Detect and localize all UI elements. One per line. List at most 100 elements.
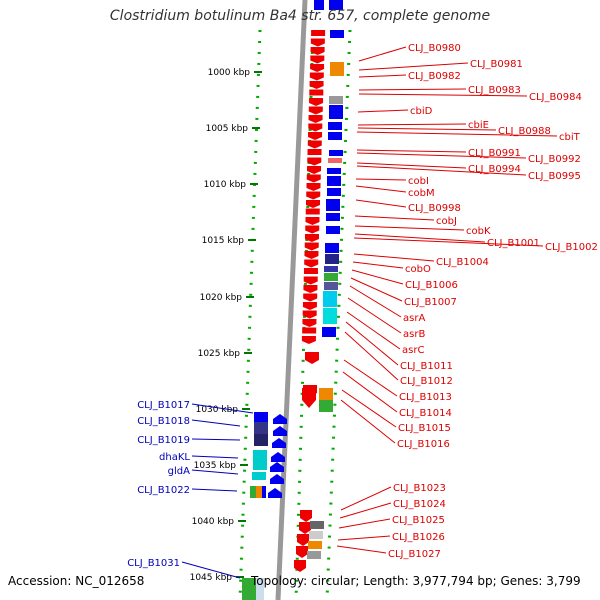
gene-label-clj_b0988: CLJ_B0988 xyxy=(498,126,551,137)
gene-feature-block xyxy=(308,541,322,549)
gene-label-cbit: cbiT xyxy=(559,132,581,143)
leader-line xyxy=(340,399,396,444)
leader-line xyxy=(181,561,241,579)
ruler-tick-label: 1000 kbp xyxy=(208,68,251,78)
gene-feature-block xyxy=(329,96,343,104)
leader-line xyxy=(356,162,467,169)
gene-label-cobi: cobI xyxy=(408,176,429,187)
gene-label-glda: gldA xyxy=(168,466,190,477)
reverse-gene-glyph xyxy=(307,140,322,149)
leader-line xyxy=(346,311,401,350)
gene-label-clj_b1022: CLJ_B1022 xyxy=(137,485,190,496)
gene-feature-block xyxy=(250,486,256,498)
gene-feature-block xyxy=(325,243,339,253)
reverse-gene-glyph xyxy=(294,560,306,572)
gene-feature-block xyxy=(254,412,268,422)
ruler: 1000 kbp 1005 kbp 1010 kbp 1015 kbp 1020 kbp… xyxy=(190,68,262,583)
gene-feature-block xyxy=(325,254,339,264)
leader-line xyxy=(356,152,527,159)
leader-line xyxy=(336,545,387,554)
reverse-gene-glyph xyxy=(308,123,323,132)
forward-gene-glyph xyxy=(270,462,284,472)
gene-feature-block xyxy=(319,400,333,412)
gene-feature-block xyxy=(328,122,342,130)
reverse-gene-glyph xyxy=(304,234,319,242)
ruler-tick-label: 1005 kbp xyxy=(206,124,249,134)
leader-line xyxy=(191,419,241,427)
reverse-gene-glyph xyxy=(305,352,319,364)
backbone-line xyxy=(275,0,308,600)
gene-label-clj_b1013: CLJ_B1013 xyxy=(399,392,452,403)
gene-label-clj_b1023: CLJ_B1023 xyxy=(393,483,446,494)
reverse-gene-glyph xyxy=(306,183,321,191)
reverse-gene-glyph xyxy=(305,217,320,225)
reverse-gene-glyph xyxy=(311,30,326,36)
gene-label-clj_b1031: CLJ_B1031 xyxy=(127,558,180,569)
gene-label-clj_b1025: CLJ_B1025 xyxy=(392,515,445,526)
gene-label-clj_b1014: CLJ_B1014 xyxy=(399,408,452,419)
gene-feature-block xyxy=(254,434,268,446)
gene-label-cobo: cobO xyxy=(405,264,431,275)
gene-feature-block xyxy=(319,388,333,400)
genome-summary-text: Topology: circular; Length: 3,977,794 bp… xyxy=(251,574,581,588)
reverse-gene-glyph xyxy=(309,72,324,81)
leader-line xyxy=(358,46,407,62)
reverse-gene-glyph xyxy=(304,242,319,251)
leader-line xyxy=(191,438,241,441)
ruler-tick-label: 1020 kbp xyxy=(200,293,243,303)
leader-line xyxy=(337,535,391,541)
leader-line xyxy=(352,261,404,269)
gene-labels: CLJ_B0980 CLJ_B0981 CLJ_B0982 CLJ_B0983 CLJ_… xyxy=(127,43,598,579)
gene-feature-block xyxy=(327,176,341,186)
gene-label-clj_b0982: CLJ_B0982 xyxy=(408,71,461,82)
guide-outer-left xyxy=(238,29,262,600)
gene-feature-block xyxy=(330,30,344,38)
reverse-gene-glyph xyxy=(297,534,309,546)
leader-line xyxy=(344,331,399,381)
reverse-gene-glyph xyxy=(310,64,325,72)
gene-label-clj_b1024: CLJ_B1024 xyxy=(393,499,446,510)
gene-feature-block xyxy=(326,199,340,211)
gene-feature-block xyxy=(328,158,342,163)
gene-label-clj_b0984: CLJ_B0984 xyxy=(529,92,582,103)
reverse-gene-glyph xyxy=(310,47,325,55)
leader-line xyxy=(347,297,402,334)
leader-line xyxy=(355,185,407,193)
leader-line xyxy=(356,149,467,153)
gene-label-clj_b1011: CLJ_B1011 xyxy=(400,361,453,372)
gene-feature-block xyxy=(254,422,268,434)
gene-label-cbie: cbiE xyxy=(468,120,489,131)
leader-line xyxy=(353,237,544,247)
leader-line xyxy=(191,403,254,414)
gene-label-asra: asrA xyxy=(403,313,425,324)
gene-feature-block xyxy=(323,291,337,307)
reverse-gene-glyph xyxy=(304,259,319,268)
gene-feature-block xyxy=(327,188,341,196)
reverse-gene-glyph xyxy=(301,336,316,344)
reverse-gene-glyph xyxy=(307,157,322,166)
gene-feature-block xyxy=(253,450,267,460)
gene-label-dhakl: dhaKL xyxy=(159,452,190,463)
gene-label-clj_b0994: CLJ_B0994 xyxy=(468,164,521,175)
leader-line xyxy=(343,359,398,397)
leader-line xyxy=(338,518,391,529)
gene-feature-block xyxy=(324,282,338,290)
gene-feature-block xyxy=(326,226,340,234)
leader-line xyxy=(191,469,239,475)
leader-line xyxy=(357,123,467,126)
gene-label-clj_b1016: CLJ_B1016 xyxy=(397,439,450,450)
leader-line xyxy=(354,215,435,221)
reverse-gene-glyph xyxy=(309,81,324,89)
leader-line xyxy=(355,178,407,181)
leader-line xyxy=(354,225,465,231)
forward-gene-glyph xyxy=(270,474,284,484)
leader-line xyxy=(356,131,558,137)
gene-feature-block xyxy=(242,578,256,600)
ruler-tick-label: 1040 kbp xyxy=(192,517,235,527)
forward-gene-glyph xyxy=(273,426,287,436)
gene-feature-block xyxy=(324,266,338,272)
leader-line xyxy=(357,109,409,113)
leader-line xyxy=(342,371,398,413)
gene-label-clj_b0981: CLJ_B0981 xyxy=(470,59,523,70)
